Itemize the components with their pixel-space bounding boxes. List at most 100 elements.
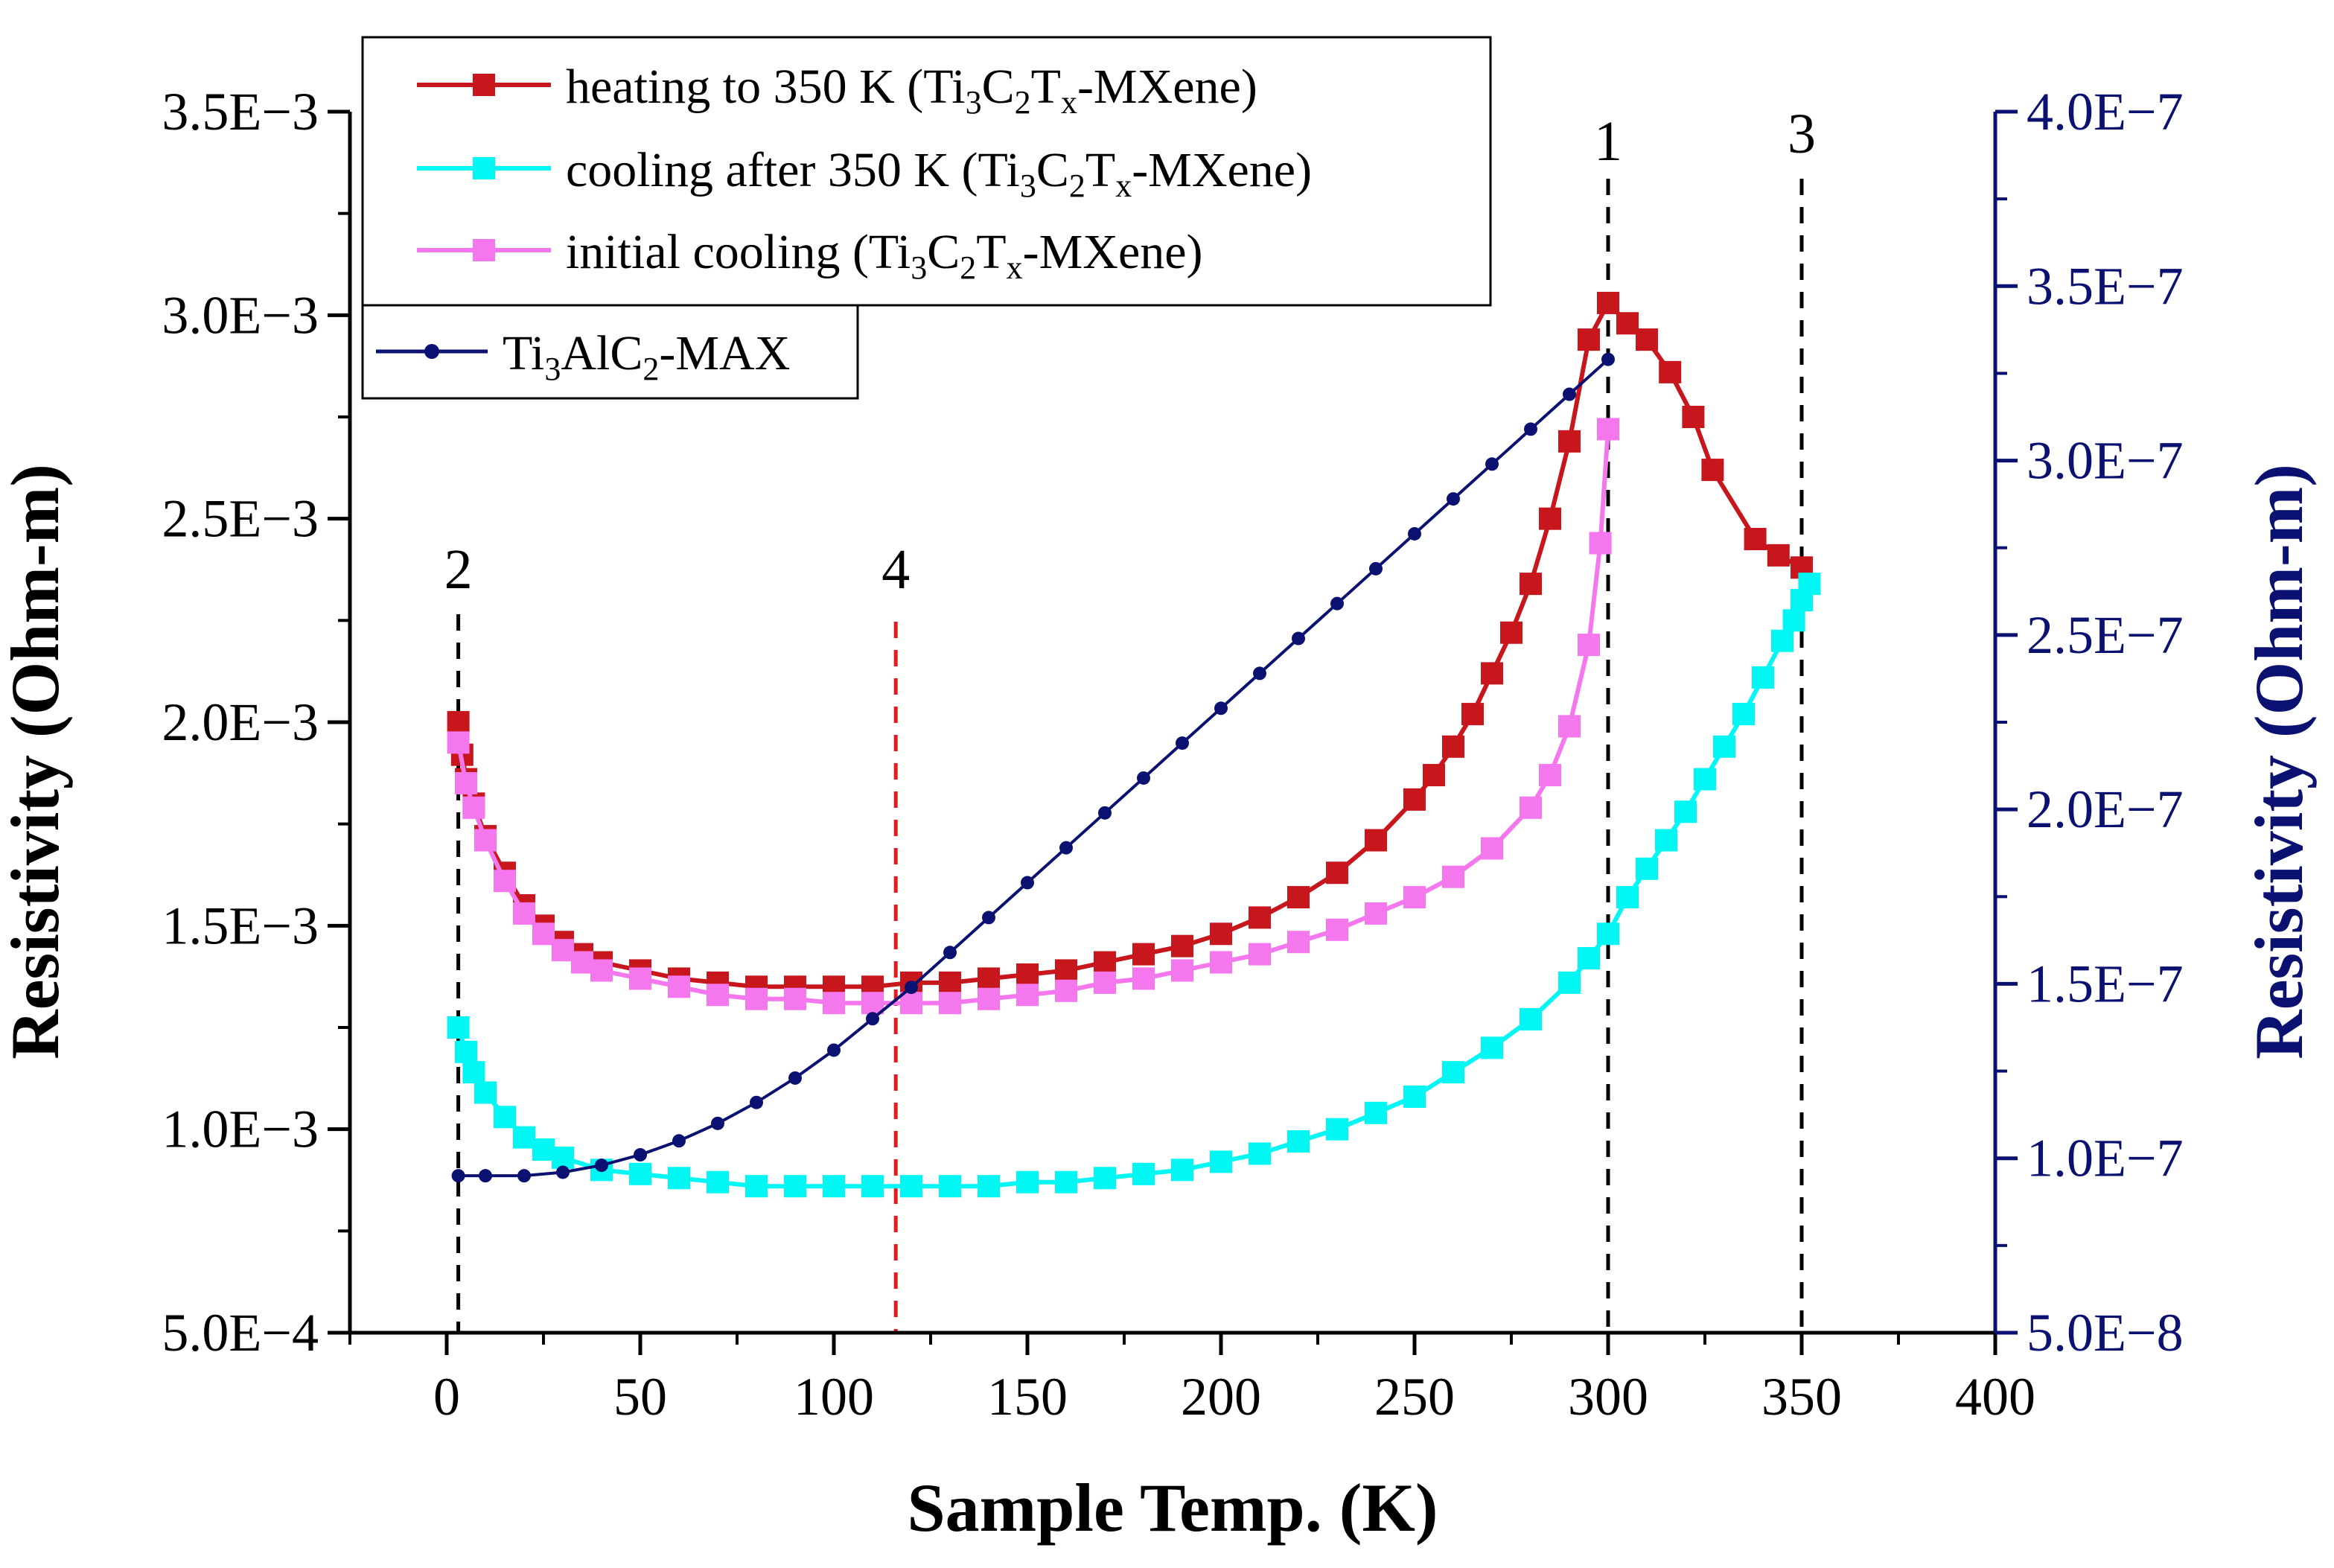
data-point-cooling_after-32 <box>861 1175 884 1198</box>
data-point-heating-31 <box>1403 788 1426 811</box>
x-tick-label-5: 250 <box>1374 1367 1455 1427</box>
data-point-cooling_after-3 <box>1771 629 1793 652</box>
data-point-cooling_after-7 <box>1694 768 1716 791</box>
y-left-tick-label-6: 3.5E−3 <box>162 82 319 141</box>
marker-label-1: 1 <box>1594 110 1622 173</box>
data-point-initial_cooling-7 <box>1442 865 1464 888</box>
data-point-cooling_after-13 <box>1578 947 1600 970</box>
marker-label-4: 4 <box>881 538 910 601</box>
data-point-cooling_after-19 <box>1365 1101 1387 1124</box>
data-point-max-18 <box>1137 771 1150 785</box>
data-point-max-19 <box>1176 736 1189 750</box>
y-axis-title-left: Resistivity (Ohm-m) <box>0 464 73 1059</box>
legend-entry-heating: heating to 350 K (Ti3C2Tx-MXene) <box>417 60 1257 121</box>
data-point-cooling_after-2 <box>1782 609 1805 632</box>
data-point-cooling_after-1 <box>1791 589 1813 611</box>
data-point-initial_cooling-19 <box>978 987 1000 1010</box>
data-point-cooling_after-15 <box>1520 1008 1542 1031</box>
data-point-initial_cooling-36 <box>462 796 485 819</box>
data-point-initial_cooling-26 <box>707 984 729 1007</box>
data-point-heating-45 <box>1682 406 1705 428</box>
data-point-cooling_after-14 <box>1558 971 1581 994</box>
data-point-heating-33 <box>1442 735 1464 758</box>
data-point-heating-21 <box>1016 963 1039 986</box>
axes: 0 50 100 150 200 250 300 350 400 5.0E−4 1.0E−3 1.5E… <box>162 82 2183 1427</box>
data-point-initial_cooling-38 <box>447 731 470 754</box>
data-point-heating-22 <box>1055 959 1077 982</box>
legend-label-heating: heating to 350 K (Ti3C2Tx-MXene) <box>566 60 1257 121</box>
legend-entry-max: Ti3AlC2-MAX <box>376 326 790 387</box>
data-point-initial_cooling-23 <box>823 992 845 1015</box>
data-point-max-16 <box>1059 841 1073 855</box>
data-point-max-2 <box>517 1169 531 1183</box>
data-point-cooling_after-22 <box>1249 1142 1271 1165</box>
data-point-cooling_after-12 <box>1597 922 1619 946</box>
data-point-heating-47 <box>1744 528 1767 550</box>
data-point-heating-32 <box>1423 764 1445 787</box>
data-point-max-5 <box>634 1148 647 1162</box>
legend-box-mxene <box>361 36 1492 307</box>
y-axis-title-right: Resistivity (Ohm-m) <box>2241 464 2317 1059</box>
data-point-cooling_after-47 <box>447 1016 470 1039</box>
y-right-tick-label-5: 3.0E−7 <box>2027 431 2184 491</box>
data-point-initial_cooling-22 <box>861 992 884 1015</box>
data-point-cooling_after-30 <box>939 1175 961 1198</box>
data-point-cooling_after-24 <box>1171 1159 1193 1182</box>
data-point-max-1 <box>479 1169 492 1183</box>
data-point-cooling_after-43 <box>494 1106 516 1129</box>
data-point-initial_cooling-14 <box>1171 959 1193 982</box>
data-point-cooling_after-21 <box>1287 1130 1310 1153</box>
data-point-cooling_after-35 <box>745 1175 768 1198</box>
y-left-tick-label-3: 2.0E−3 <box>162 692 319 752</box>
data-point-initial_cooling-13 <box>1210 951 1232 974</box>
series-max <box>451 352 1615 1183</box>
marker-label-2: 2 <box>444 538 473 601</box>
data-point-initial_cooling-33 <box>513 902 535 925</box>
data-point-max-24 <box>1369 561 1383 576</box>
data-point-max-21 <box>1253 666 1266 681</box>
data-point-cooling_after-6 <box>1713 735 1735 758</box>
data-point-cooling_after-33 <box>823 1175 845 1198</box>
data-point-cooling_after-45 <box>462 1061 485 1084</box>
data-point-heating-25 <box>1171 934 1193 957</box>
y-left-tick-label-0: 5.0E−4 <box>162 1303 319 1363</box>
data-point-heating-23 <box>1094 951 1116 974</box>
legend-label-initial_cooling: initial cooling (Ti3C2Tx-MXene) <box>566 225 1203 286</box>
data-point-heating-20 <box>978 967 1000 990</box>
data-point-max-10 <box>827 1043 841 1057</box>
data-point-cooling_after-26 <box>1094 1167 1116 1190</box>
data-point-max-14 <box>982 911 995 925</box>
data-point-heating-48 <box>1767 544 1790 567</box>
data-point-heating-46 <box>1701 459 1724 482</box>
data-point-cooling_after-44 <box>474 1081 497 1104</box>
legend-marker-max <box>424 344 439 359</box>
data-point-heating-30 <box>1365 829 1387 852</box>
data-point-initial_cooling-27 <box>668 975 690 998</box>
legend-label-cooling_after: cooling after 350 K (Ti3C2Tx-MXene) <box>566 143 1312 204</box>
data-point-cooling_after-34 <box>784 1175 806 1198</box>
data-point-initial_cooling-11 <box>1287 931 1310 954</box>
x-tick-label-6: 300 <box>1568 1367 1648 1427</box>
data-point-cooling_after-28 <box>1016 1170 1039 1193</box>
data-point-initial_cooling-5 <box>1520 796 1542 819</box>
data-point-heating-40 <box>1578 328 1600 351</box>
data-point-cooling_after-5 <box>1732 703 1755 726</box>
data-point-cooling_after-23 <box>1210 1150 1232 1173</box>
data-point-initial_cooling-16 <box>1094 971 1116 994</box>
data-point-heating-41 <box>1597 291 1619 314</box>
data-point-max-20 <box>1214 701 1228 716</box>
data-point-max-30 <box>1601 352 1615 366</box>
data-point-initial_cooling-0 <box>1597 418 1619 441</box>
data-point-initial_cooling-29 <box>590 959 613 982</box>
y-right-tick-label-3: 2.0E−7 <box>2027 780 2184 839</box>
data-point-heating-19 <box>939 971 961 994</box>
data-point-initial_cooling-17 <box>1055 979 1077 1002</box>
data-point-initial_cooling-8 <box>1403 886 1426 909</box>
data-point-cooling_after-36 <box>707 1170 729 1193</box>
x-tick-label-4: 200 <box>1181 1367 1261 1427</box>
data-point-max-15 <box>1021 876 1034 890</box>
data-point-cooling_after-37 <box>668 1167 690 1190</box>
data-point-cooling_after-11 <box>1616 886 1639 909</box>
y-right-tick-label-0: 5.0E−8 <box>2027 1303 2184 1363</box>
